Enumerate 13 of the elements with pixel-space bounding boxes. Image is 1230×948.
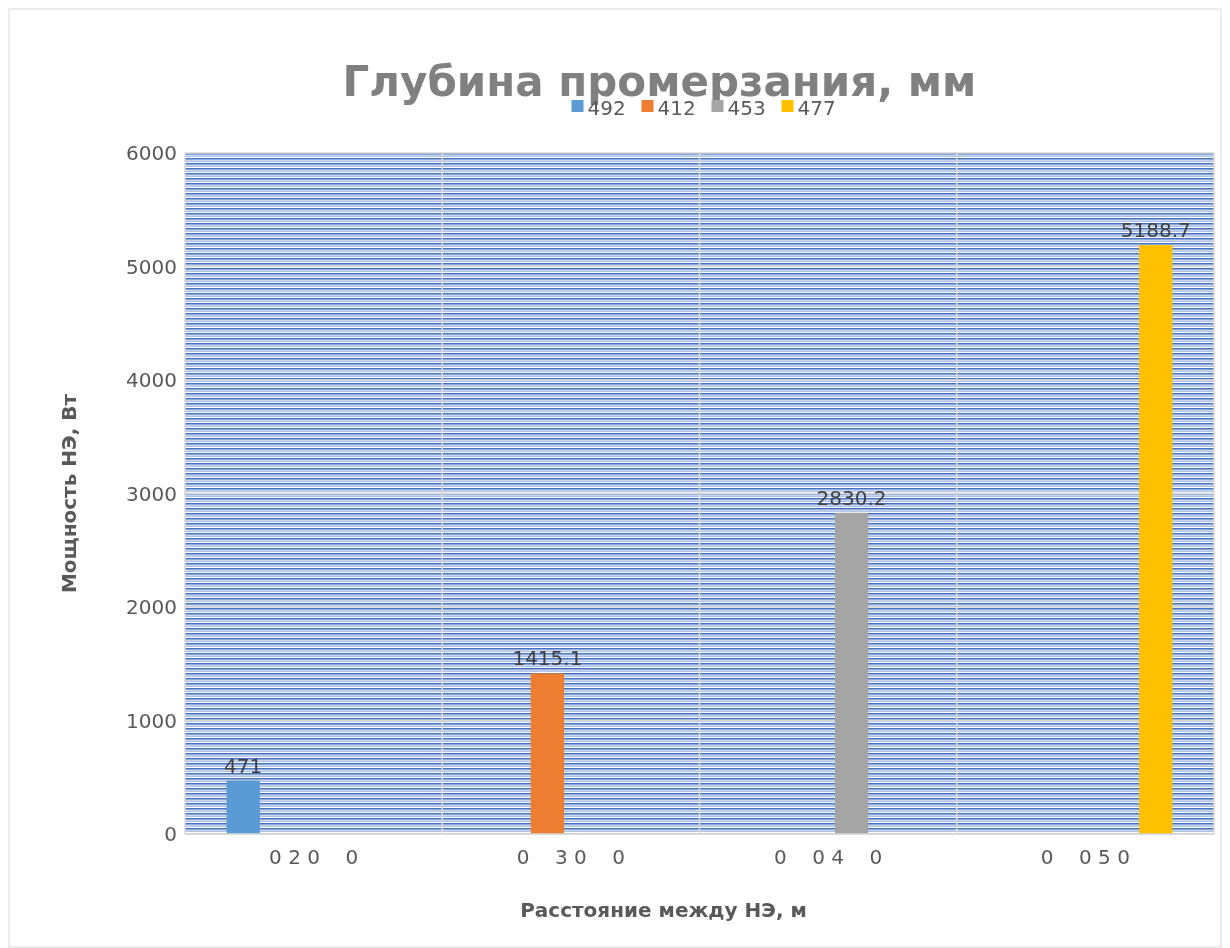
y-tick-label: 3000 <box>126 481 177 506</box>
x-tick-label: 0 0 4 0 <box>774 845 883 869</box>
x-tick-label: 0 3 0 0 <box>516 845 625 869</box>
y-tick-label: 2000 <box>126 595 177 619</box>
y-axis-title: Мощность НЭ, Вт <box>57 393 81 594</box>
y-tick-label: 4000 <box>126 368 177 392</box>
y-tick-label: 6000 <box>126 141 177 165</box>
y-tick-label: 1000 <box>126 708 177 733</box>
x-axis-title: Расстояние между НЭ, м <box>520 898 807 922</box>
x-tick-label: 0 2 0 0 <box>269 845 359 869</box>
y-tick-label: 0 <box>164 822 177 846</box>
y-tick-label: 5000 <box>126 254 177 279</box>
x-tick-label: 0 0 5 0 <box>1040 845 1130 869</box>
